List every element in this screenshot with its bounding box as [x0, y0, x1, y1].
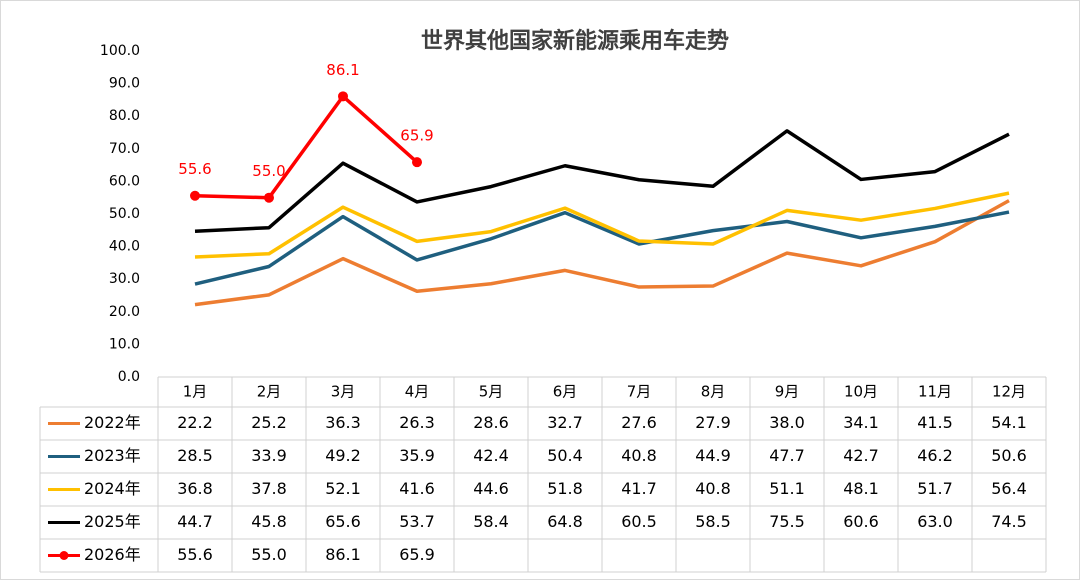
- series-line: [194, 129, 1010, 234]
- table-cell: 38.0: [769, 413, 805, 432]
- x-tick-label: 3月: [331, 383, 356, 401]
- x-tick-label: 8月: [701, 383, 726, 401]
- series-line: [194, 94, 419, 200]
- table-cell: 58.4: [473, 512, 509, 531]
- table-cell: 48.1: [843, 479, 879, 498]
- table-cell: 42.7: [843, 446, 879, 465]
- table-cell: 58.5: [695, 512, 731, 531]
- y-tick-label: 30.0: [109, 271, 140, 287]
- table-cell: 75.5: [769, 512, 805, 531]
- table-cell: 41.6: [399, 479, 435, 498]
- chart-title: 世界其他国家新能源乘用车走势: [421, 28, 729, 54]
- table-cell: 64.8: [547, 512, 583, 531]
- table-cell: 55.0: [251, 545, 287, 564]
- table-cell: 86.1: [325, 545, 361, 564]
- table-cell: 51.8: [547, 479, 583, 498]
- table-cell: 74.5: [991, 512, 1027, 531]
- series-line: [194, 191, 1010, 259]
- table-cell: 65.9: [399, 545, 435, 564]
- table-cell: 50.6: [991, 446, 1027, 465]
- table-cell: 45.8: [251, 512, 287, 531]
- table-cell: 60.6: [843, 512, 879, 531]
- table-cell: 40.8: [695, 479, 731, 498]
- series-line: [194, 210, 1010, 286]
- table-cell: 65.6: [325, 512, 361, 531]
- table-cell: 44.7: [177, 512, 213, 531]
- table-cell: 63.0: [917, 512, 953, 531]
- table-cell: 50.4: [547, 446, 583, 465]
- table-cell: 53.7: [399, 512, 435, 531]
- y-tick-label: 20.0: [109, 304, 140, 320]
- x-tick-label: 7月: [627, 383, 652, 401]
- table-cell: 27.9: [695, 413, 731, 432]
- data-point: [264, 192, 274, 203]
- table-cell: 51.1: [769, 479, 805, 498]
- y-tick-label: 0.0: [118, 369, 140, 385]
- y-tick-label: 10.0: [109, 336, 140, 352]
- y-tick-label: 80.0: [109, 108, 140, 124]
- x-tick-label: 10月: [844, 383, 878, 401]
- legend-marker: [59, 551, 69, 560]
- y-tick-label: 40.0: [109, 239, 140, 255]
- table-cell: 40.8: [621, 446, 657, 465]
- data-point: [190, 190, 200, 201]
- table-cell: 56.4: [991, 479, 1027, 498]
- table-cell: 42.4: [473, 446, 509, 465]
- table-cell: 26.3: [399, 413, 435, 432]
- x-tick-label: 4月: [405, 383, 430, 401]
- data-point: [412, 157, 422, 168]
- x-tick-label: 5月: [479, 383, 504, 401]
- y-tick-label: 90.0: [109, 76, 140, 92]
- table-cell: 41.5: [917, 413, 953, 432]
- legend-label: 2023年: [84, 446, 141, 465]
- table-cell: 46.2: [917, 446, 953, 465]
- legend-label: 2024年: [84, 479, 141, 498]
- table-cell: 37.8: [251, 479, 287, 498]
- table-cell: 44.9: [695, 446, 731, 465]
- table-cell: 25.2: [251, 413, 287, 432]
- table-cell: 35.9: [399, 446, 435, 465]
- table-cell: 36.8: [177, 479, 213, 498]
- y-tick-label: 100.0: [100, 43, 140, 59]
- table-cell: 47.7: [769, 446, 805, 465]
- table-cell: 22.2: [177, 413, 213, 432]
- data-label: 65.9: [400, 127, 433, 145]
- table-cell: 52.1: [325, 479, 361, 498]
- x-tick-label: 1月: [183, 383, 208, 401]
- x-tick-label: 6月: [553, 383, 578, 401]
- x-tick-label: 9月: [775, 383, 800, 401]
- x-tick-label: 11月: [918, 383, 952, 401]
- table-cell: 28.6: [473, 413, 509, 432]
- table-cell: 33.9: [251, 446, 287, 465]
- y-tick-label: 60.0: [109, 173, 140, 189]
- table-cell: 32.7: [547, 413, 583, 432]
- data-label: 86.1: [326, 61, 359, 79]
- legend-label: 2026年: [84, 545, 141, 564]
- series-line: [194, 199, 1010, 307]
- table-cell: 44.6: [473, 479, 509, 498]
- legend-label: 2025年: [84, 512, 141, 531]
- data-label: 55.6: [178, 160, 211, 178]
- table-cell: 55.6: [177, 545, 213, 564]
- x-tick-label: 2月: [257, 383, 282, 401]
- table-cell: 36.3: [325, 413, 361, 432]
- y-tick-label: 50.0: [109, 206, 140, 222]
- table-cell: 60.5: [621, 512, 657, 531]
- table-cell: 51.7: [917, 479, 953, 498]
- table-cell: 28.5: [177, 446, 213, 465]
- table-cell: 49.2: [325, 446, 361, 465]
- legend-label: 2022年: [84, 413, 141, 432]
- table-cell: 41.7: [621, 479, 657, 498]
- data-label: 55.0: [252, 162, 285, 180]
- y-tick-label: 70.0: [109, 141, 140, 157]
- table-cell: 27.6: [621, 413, 657, 432]
- data-point: [338, 91, 348, 102]
- table-cell: 54.1: [991, 413, 1027, 432]
- x-tick-label: 12月: [992, 383, 1026, 401]
- table-cell: 34.1: [843, 413, 879, 432]
